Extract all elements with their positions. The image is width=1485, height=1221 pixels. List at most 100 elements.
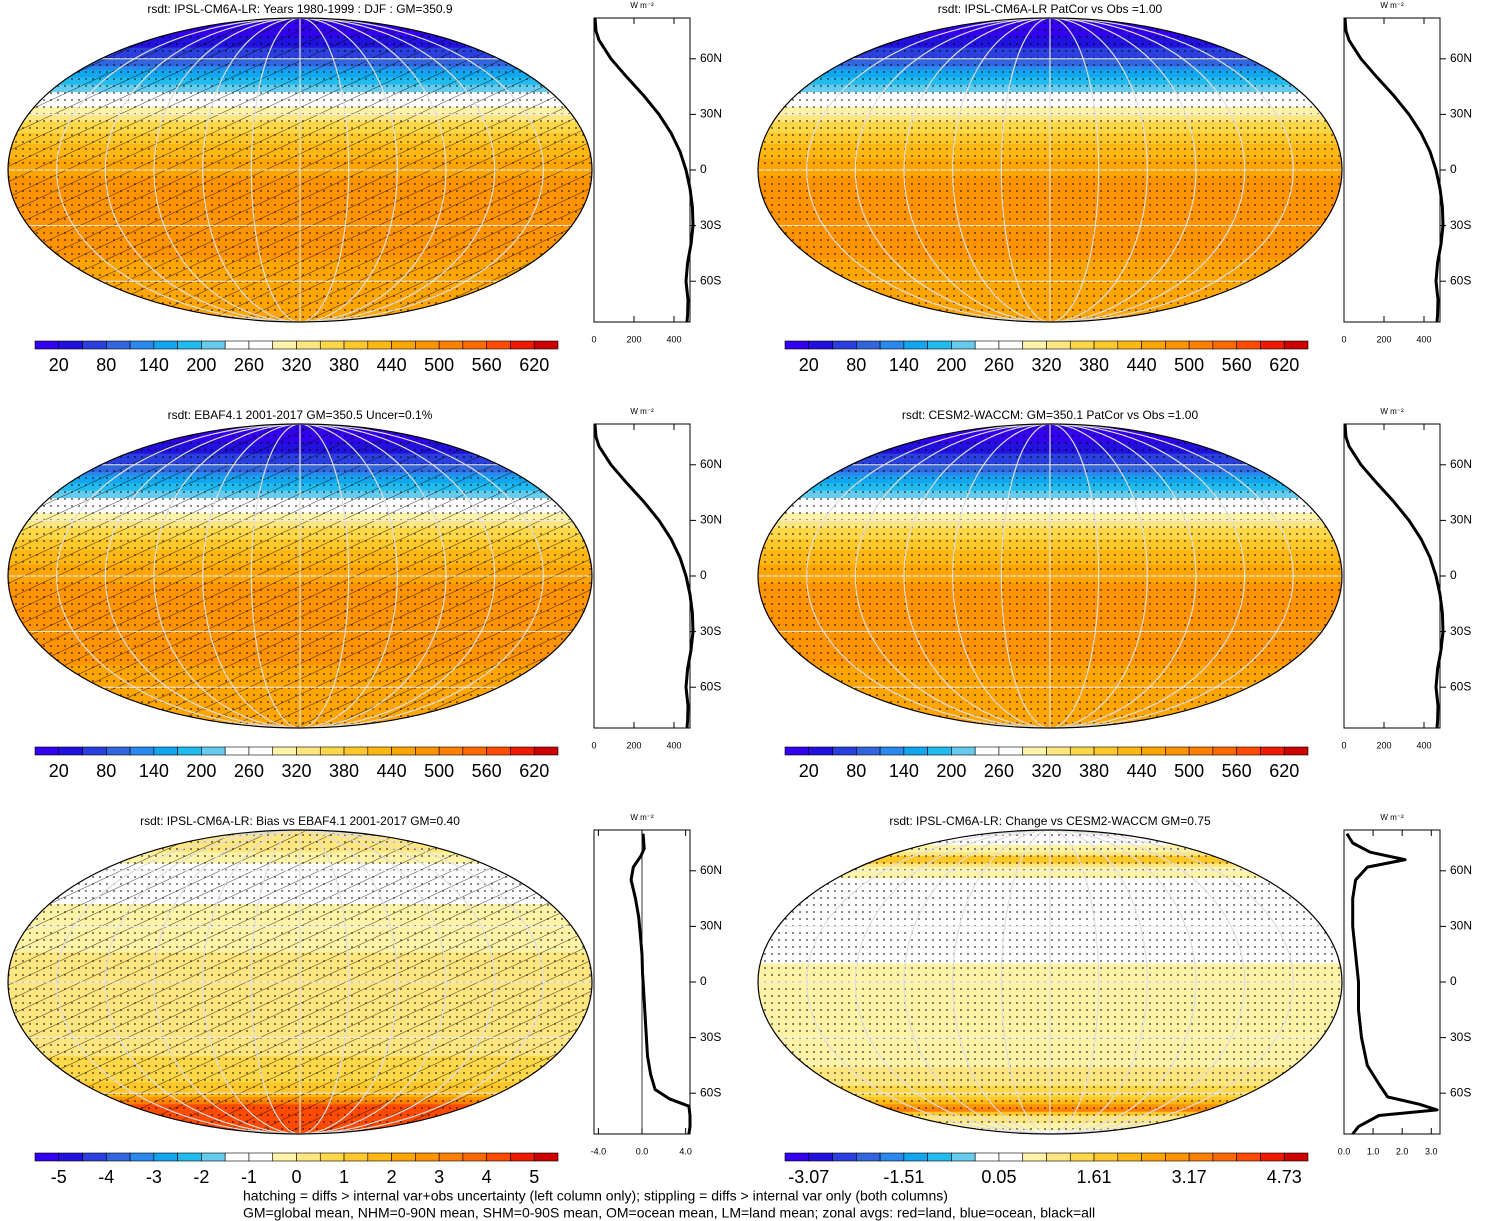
colorbar-box xyxy=(1022,1152,1047,1162)
colorbar-label: 320 xyxy=(281,761,311,781)
colorbar-box xyxy=(1141,1152,1166,1162)
colorbar-label: 5 xyxy=(529,1167,539,1187)
colorbar-label: 140 xyxy=(139,355,169,375)
colorbar-box xyxy=(533,340,559,350)
colorbar-box xyxy=(974,746,1000,756)
y-tick-label: 60N xyxy=(1450,51,1472,65)
map-border xyxy=(757,17,1343,323)
x-tick-label: 200 xyxy=(1376,740,1391,750)
colorbar-box xyxy=(391,1152,416,1162)
colorbar-box xyxy=(1165,340,1190,350)
colorbar-box xyxy=(1212,340,1237,350)
colorbar-box xyxy=(177,1152,202,1162)
colorbar-box xyxy=(784,340,810,350)
colorbar-label: 4.73 xyxy=(1267,1167,1302,1187)
colorbar-label: 80 xyxy=(846,355,866,375)
colorbar-label: 500 xyxy=(424,355,454,375)
map xyxy=(758,424,1342,728)
colorbar-box xyxy=(367,1152,392,1162)
x-tick-label: 400 xyxy=(666,740,681,750)
y-tick-label: 30N xyxy=(700,107,722,121)
colorbar-box xyxy=(927,746,952,756)
zonal-unit: W m⁻² xyxy=(630,813,654,822)
colorbar-box xyxy=(1165,1152,1190,1162)
x-tick-label: 200 xyxy=(1376,334,1391,344)
colorbar-box xyxy=(856,1152,881,1162)
y-tick-label: 60S xyxy=(1450,1085,1471,1099)
colorbar-box xyxy=(927,340,952,350)
zonal-unit: W m⁻² xyxy=(1380,813,1404,822)
map-band xyxy=(758,1134,1342,1138)
colorbar-box xyxy=(808,1152,833,1162)
colorbar-box xyxy=(82,340,107,350)
zonal-line xyxy=(593,423,695,729)
colorbar-label: 140 xyxy=(139,761,169,781)
zonal-frame xyxy=(1343,423,1441,729)
colorbar-label: 20 xyxy=(799,355,819,375)
zonal-unit: W m⁻² xyxy=(630,1,654,10)
colorbar-label: 560 xyxy=(472,355,502,375)
map xyxy=(8,830,592,1134)
panel: rsdt: CESM2-WACCM: GM=350.1 PatCor vs Ob… xyxy=(757,407,1472,781)
colorbar-box xyxy=(1069,1152,1095,1162)
map-border xyxy=(757,829,1343,1135)
x-tick-label: 0.0 xyxy=(1338,1146,1351,1156)
panel-title: rsdt: EBAF4.1 2001-2017 GM=350.5 Uncer=0… xyxy=(168,408,433,422)
x-tick-label: 400 xyxy=(1416,334,1431,344)
colorbar-box xyxy=(1212,1152,1237,1162)
colorbar-box xyxy=(879,746,905,756)
colorbar-box xyxy=(1188,1152,1214,1162)
colorbar-box xyxy=(438,746,464,756)
map-border xyxy=(757,423,1343,729)
colorbar-box xyxy=(903,1152,928,1162)
colorbar-label: 200 xyxy=(186,761,216,781)
colorbar-box xyxy=(1117,1152,1142,1162)
colorbar-box xyxy=(1022,746,1047,756)
colorbar-box xyxy=(34,746,60,756)
colorbar-box xyxy=(951,340,976,350)
colorbar-label: 200 xyxy=(186,355,216,375)
panel: rsdt: IPSL-CM6A-LR: Bias vs EBAF4.1 2001… xyxy=(7,813,722,1187)
y-tick-label: 60N xyxy=(700,457,722,471)
colorbar-box xyxy=(1093,340,1119,350)
colorbar-box xyxy=(58,746,83,756)
y-tick-label: 30S xyxy=(700,624,721,638)
panel-title: rsdt: IPSL-CM6A-LR PatCor vs Obs =1.00 xyxy=(938,2,1163,16)
colorbar-box xyxy=(106,746,131,756)
y-tick-label: 60S xyxy=(1450,679,1471,693)
colorbar-box xyxy=(1283,340,1309,350)
colorbar-label: 2 xyxy=(387,1167,397,1187)
colorbar-box xyxy=(808,746,833,756)
x-tick-label: -4.0 xyxy=(591,1146,607,1156)
colorbar-box xyxy=(248,746,274,756)
colorbar-label: 620 xyxy=(519,761,549,781)
colorbar-label: 260 xyxy=(984,355,1014,375)
colorbar-box xyxy=(106,340,131,350)
colorbar-box xyxy=(343,340,369,350)
colorbar-box xyxy=(1046,340,1071,350)
panel-title: rsdt: IPSL-CM6A-LR: Years 1980-1999 : DJ… xyxy=(147,2,452,16)
y-tick-label: 30S xyxy=(700,218,721,232)
footer-line: GM=global mean, NHM=0-90N mean, SHM=0-90… xyxy=(243,1205,1095,1221)
y-tick-label: 0 xyxy=(1450,568,1457,582)
colorbar-box xyxy=(1260,746,1285,756)
colorbar-box xyxy=(272,746,297,756)
x-tick-label: 200 xyxy=(626,740,641,750)
y-tick-label: 60S xyxy=(700,273,721,287)
colorbar-box xyxy=(1022,340,1047,350)
colorbar-label: 320 xyxy=(281,355,311,375)
colorbar-label: -3.07 xyxy=(788,1167,829,1187)
colorbar-box xyxy=(367,746,392,756)
panel-title: rsdt: IPSL-CM6A-LR: Change vs CESM2-WACC… xyxy=(889,814,1211,828)
colorbar-label: 140 xyxy=(889,355,919,375)
map xyxy=(758,18,1342,322)
colorbar-box xyxy=(153,1152,178,1162)
panel: rsdt: EBAF4.1 2001-2017 GM=350.5 Uncer=0… xyxy=(7,407,722,781)
colorbar-label: 200 xyxy=(936,761,966,781)
zonal-unit: W m⁻² xyxy=(1380,407,1404,416)
map-border xyxy=(7,423,593,729)
colorbar-box xyxy=(784,1152,810,1162)
colorbar-box xyxy=(1165,746,1190,756)
y-tick-label: 30S xyxy=(1450,1030,1471,1044)
x-tick-label: 2.0 xyxy=(1396,1146,1409,1156)
